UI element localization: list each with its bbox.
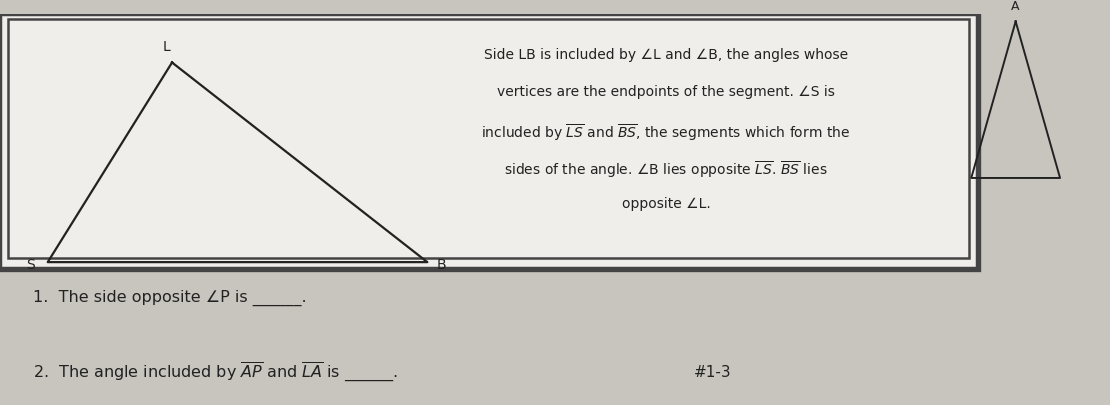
Text: Side LB is included by ∠L and ∠B, the angles whose: Side LB is included by ∠L and ∠B, the an… — [484, 48, 848, 62]
Text: L: L — [163, 40, 170, 53]
Text: vertices are the endpoints of the segment. ∠S is: vertices are the endpoints of the segmen… — [497, 85, 835, 99]
Text: 1.  The side opposite ∠P is ______.: 1. The side opposite ∠P is ______. — [33, 290, 307, 306]
Text: A: A — [1011, 0, 1020, 13]
Text: sides of the angle. ∠B lies opposite $\overline{LS}$. $\overline{BS}$ lies: sides of the angle. ∠B lies opposite $\o… — [504, 159, 828, 179]
Text: S: S — [26, 258, 34, 271]
Text: B: B — [436, 258, 446, 271]
Bar — [0, 15, 977, 269]
Text: #1-3: #1-3 — [694, 364, 731, 379]
Text: opposite ∠L.: opposite ∠L. — [622, 196, 710, 210]
Bar — [8, 20, 969, 258]
Text: 2.  The angle included by $\overline{AP}$ and $\overline{LA}$ is ______.: 2. The angle included by $\overline{AP}$… — [33, 360, 398, 384]
Bar — [0, 15, 977, 269]
Text: included by $\overline{LS}$ and $\overline{BS}$, the segments which form the: included by $\overline{LS}$ and $\overli… — [482, 122, 850, 142]
Bar — [0, 15, 977, 269]
